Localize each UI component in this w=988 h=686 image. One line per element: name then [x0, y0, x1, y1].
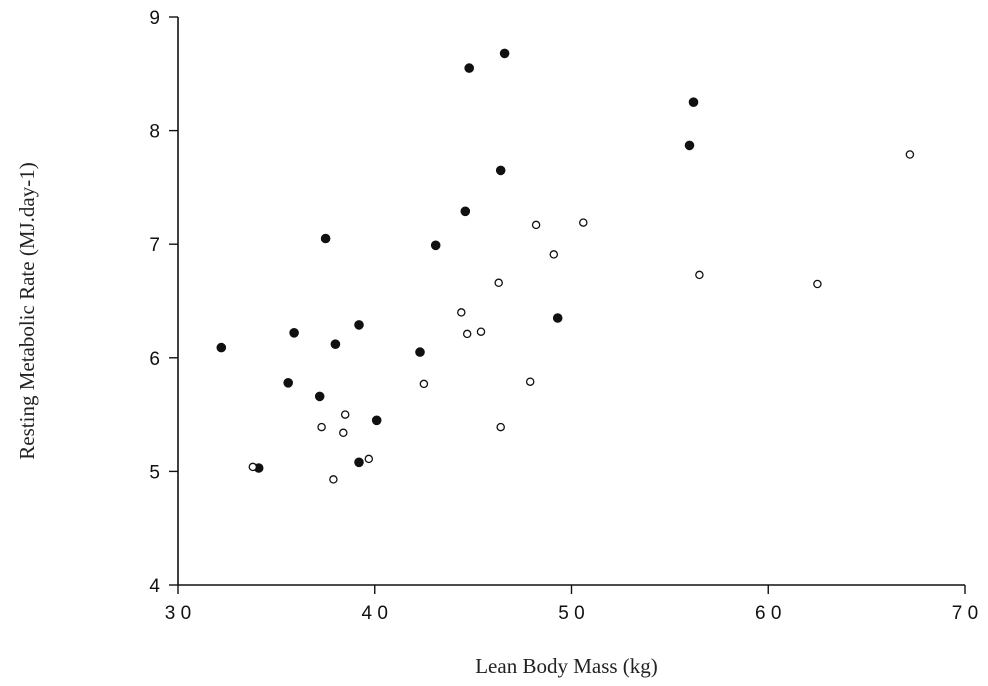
- open-data-point: [329, 475, 338, 484]
- filled-data-point: [330, 339, 341, 350]
- filled-data-point: [415, 347, 425, 357]
- filled-data-point: [464, 63, 475, 73]
- y-tick-label: 7: [149, 235, 160, 256]
- open-data-point: [494, 278, 503, 288]
- filled-data-point: [495, 165, 506, 176]
- x-axis-title: Lean Body Mass (kg): [475, 654, 658, 678]
- x-tick-label: 5 0: [558, 603, 584, 624]
- open-data-point: [339, 428, 348, 438]
- open-data-point: [695, 270, 704, 280]
- filled-data-point: [552, 313, 563, 323]
- filled-data-point: [684, 140, 695, 151]
- x-tick-label: 4 0: [362, 603, 388, 624]
- filled-data-point: [283, 378, 294, 388]
- filled-data-point: [320, 233, 331, 244]
- open-data-point: [905, 150, 915, 159]
- y-tick-label: 6: [149, 349, 160, 370]
- open-data-point: [531, 220, 541, 230]
- y-tick-label: 4: [149, 576, 160, 597]
- open-data-point: [457, 308, 466, 317]
- filled-data-point: [289, 328, 299, 338]
- filled-data-point: [430, 240, 441, 251]
- y-tick-label: 9: [149, 8, 160, 29]
- open-data-point: [248, 462, 258, 472]
- filled-data-point: [354, 457, 364, 468]
- filled-data-point: [314, 391, 325, 402]
- filled-data-point: [354, 320, 364, 330]
- open-data-point: [549, 250, 559, 259]
- open-data-point: [525, 377, 535, 386]
- open-data-point: [579, 218, 588, 227]
- x-tick-label: 3 0: [165, 603, 191, 624]
- axes: [177, 17, 965, 586]
- filled-data-point: [460, 206, 471, 217]
- data-points: [216, 48, 915, 484]
- open-data-point: [462, 329, 472, 339]
- filled-data-point: [371, 415, 382, 426]
- filled-data-point: [688, 97, 699, 107]
- y-tick-label: 8: [149, 122, 160, 143]
- open-data-point: [340, 410, 350, 419]
- open-data-point: [476, 327, 486, 336]
- y-tick-label: 5: [149, 462, 160, 483]
- open-data-point: [364, 454, 374, 464]
- x-axis-ticks: 3 0 4 0 5 0 6 0 7 0: [165, 585, 978, 624]
- x-tick-label: 7 0: [952, 603, 978, 624]
- open-data-point: [419, 379, 429, 389]
- x-tick-label: 6 0: [755, 603, 781, 624]
- open-data-point: [813, 279, 822, 289]
- filled-data-point: [216, 342, 227, 353]
- y-axis-ticks: 4 5 6 7 8 9: [149, 8, 178, 597]
- y-axis-title: Resting Metabolic Rate (MJ.day-1): [15, 162, 39, 459]
- open-data-point: [317, 422, 326, 432]
- open-data-point: [496, 422, 505, 432]
- filled-data-point: [499, 48, 510, 59]
